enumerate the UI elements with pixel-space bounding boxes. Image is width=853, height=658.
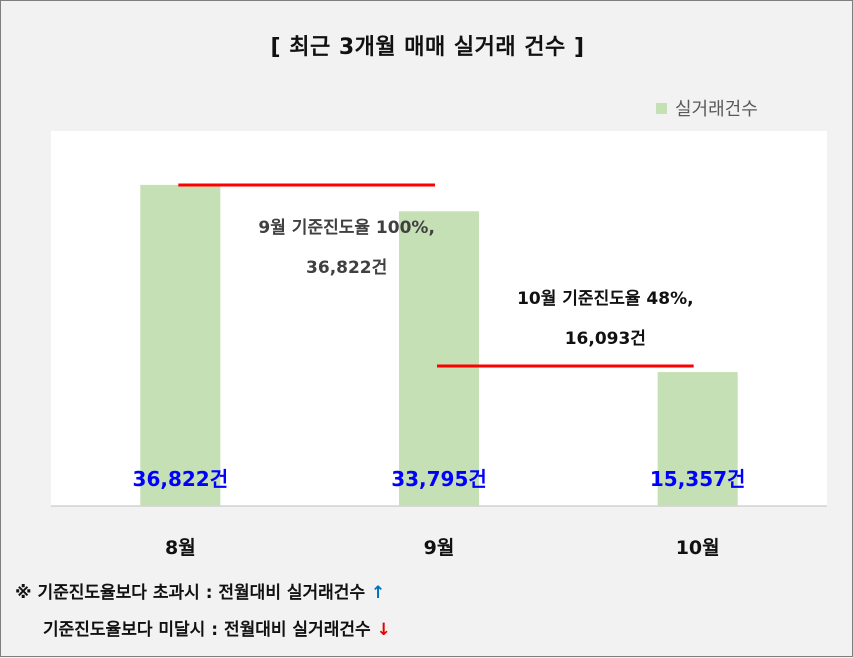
x-tick-label-3: 10월 xyxy=(676,537,720,559)
legend: 실거래건수 xyxy=(656,95,758,121)
note-exceed: ※ 기준진도율보다 초과시 : 전월대비 실거래건수 ↑ xyxy=(15,578,385,603)
chart-title: [ 최근 3개월 매매 실거래 건수 ] xyxy=(270,35,585,60)
legend-label: 실거래건수 xyxy=(675,99,758,120)
arrow-down-icon: ↓ xyxy=(376,620,391,640)
legend-swatch xyxy=(656,102,667,114)
x-tick-label-1: 8월 xyxy=(165,537,196,559)
bar-1 xyxy=(140,184,221,506)
annotation-2-line2: 16,093건 xyxy=(565,329,646,349)
annotation-1-line2: 36,822건 xyxy=(306,258,387,278)
annotation-1-line1: 9월 기준진도율 100%, xyxy=(258,218,434,238)
bar-3 xyxy=(657,372,738,506)
annotation-2-line1: 10월 기준진도율 48%, xyxy=(517,289,693,309)
bar-2 xyxy=(399,211,479,506)
note-prefix: ※ xyxy=(15,583,32,603)
x-tick-label-2: 9월 xyxy=(424,537,455,559)
note-below: 기준진도율보다 미달시 : 전월대비 실거래건수 ↓ xyxy=(43,615,391,640)
note-exceed-text: 기준진도율보다 초과시 : 전월대비 실거래건수 xyxy=(37,583,366,603)
data-label-3: 15,357건 xyxy=(650,467,746,491)
data-label-2: 33,795건 xyxy=(391,467,487,491)
data-label-1: 36,822건 xyxy=(133,467,229,491)
note-below-text: 기준진도율보다 미달시 : 전월대비 실거래건수 xyxy=(43,620,371,640)
arrow-up-icon: ↑ xyxy=(371,583,386,603)
